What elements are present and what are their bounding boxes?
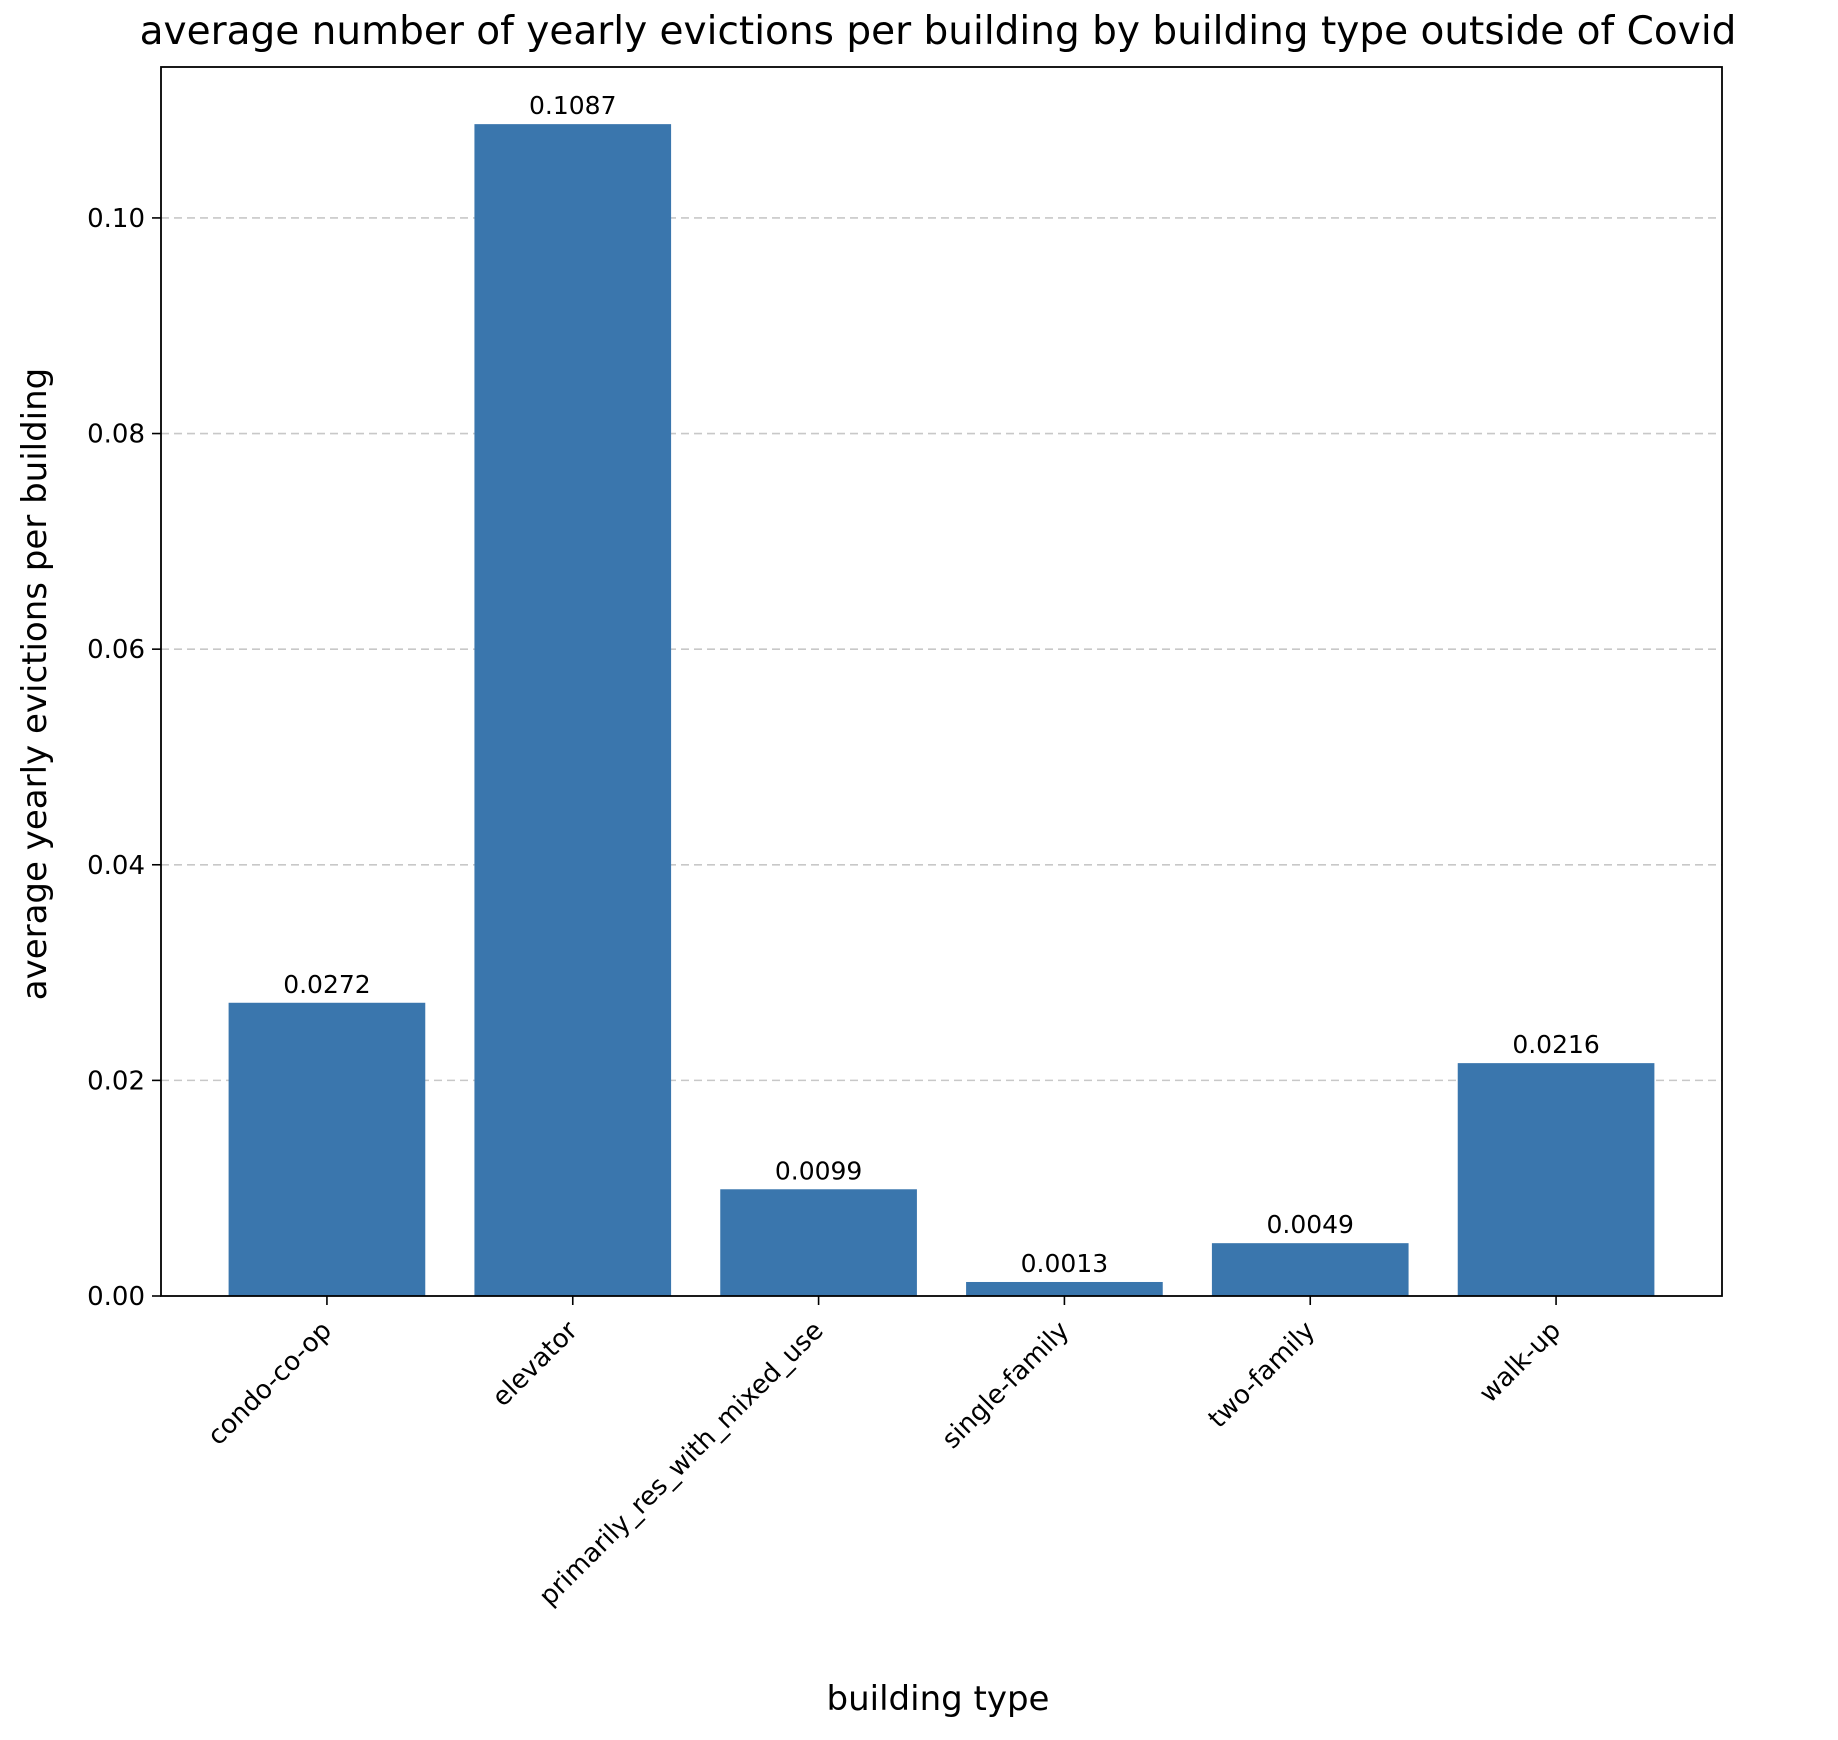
bar xyxy=(1211,1243,1409,1296)
bar xyxy=(474,124,672,1297)
y-tick-label: 0.04 xyxy=(87,851,145,881)
bars xyxy=(228,124,1655,1297)
x-tick-label: condo-co-op xyxy=(202,1316,338,1452)
bar xyxy=(966,1281,1163,1296)
bar-value-labels: 0.0272 0.1087 0.0099 0.0013 0.0049 0.0216 xyxy=(283,91,1600,1278)
x-tick-label: walk-up xyxy=(1474,1316,1567,1409)
y-tick-label: 0.10 xyxy=(87,204,145,234)
y-tick-label: 0.02 xyxy=(87,1066,145,1096)
x-tick-label: single-family xyxy=(936,1316,1075,1455)
bar-value-label: 0.0272 xyxy=(283,970,370,999)
bar-value-label: 0.0216 xyxy=(1512,1030,1599,1059)
y-axis-ticks: 0.00 0.02 0.04 0.06 0.08 0.10 xyxy=(87,204,161,1312)
bar xyxy=(720,1189,917,1296)
y-tick-label: 0.08 xyxy=(87,420,145,450)
bar-value-label: 0.0013 xyxy=(1021,1249,1108,1278)
bar xyxy=(1457,1063,1655,1296)
bar xyxy=(228,1002,426,1296)
y-tick-label: 0.06 xyxy=(87,635,145,665)
chart-title: average number of yearly evictions per b… xyxy=(140,9,1737,54)
y-axis-label: average yearly evictions per building xyxy=(15,368,55,1001)
x-tick-label: two-family xyxy=(1203,1316,1321,1434)
x-axis-ticks: condo-co-op elevatorprimarily_res_with_mi… xyxy=(202,1296,1567,1612)
bar-value-label: 0.0099 xyxy=(775,1156,862,1185)
x-tick-label: primarily_res_with_mixed_use xyxy=(533,1316,829,1612)
x-tick-label: elevator xyxy=(487,1316,584,1413)
y-tick-label: 0.00 xyxy=(87,1282,145,1312)
gridlines xyxy=(161,217,1722,1082)
x-axis-label: building type xyxy=(827,1679,1050,1719)
bar-value-label: 0.0049 xyxy=(1266,1210,1353,1239)
bar-value-label: 0.1087 xyxy=(529,91,616,120)
plot-frame xyxy=(160,66,1723,1297)
